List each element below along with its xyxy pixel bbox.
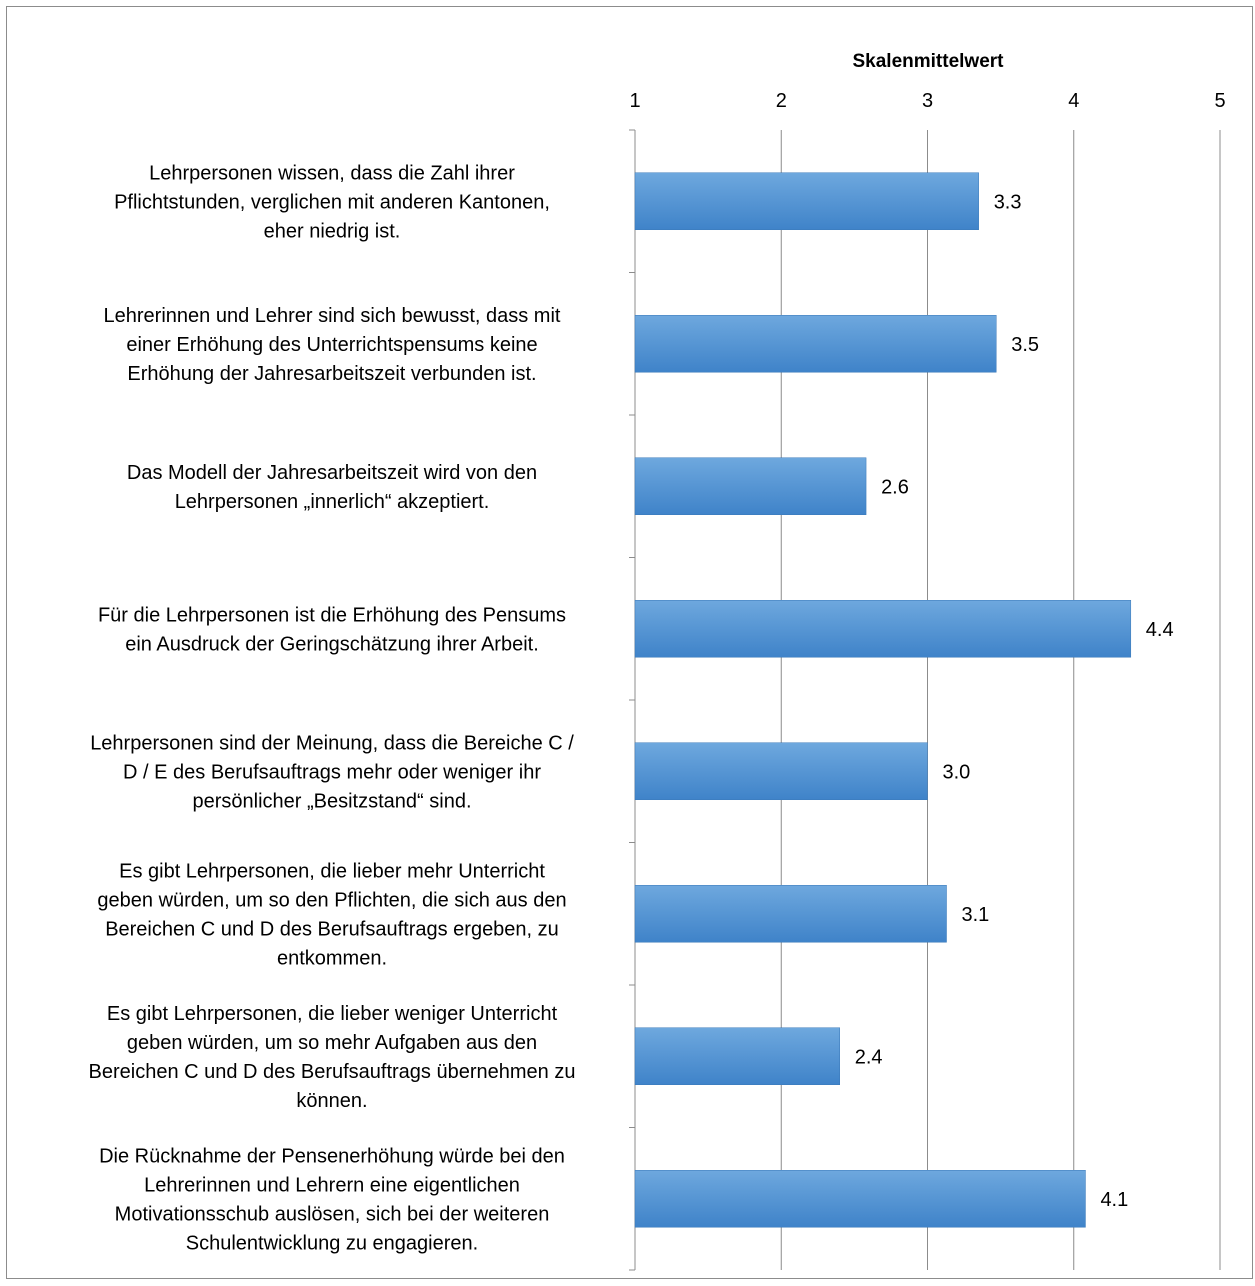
category-labels: Lehrpersonen wissen, dass die Zahl ihrer… [89,162,576,1254]
x-tick-label: 4 [1068,90,1079,112]
x-tick-label: 1 [629,90,640,112]
data-label: 3.5 [1011,334,1039,356]
bar [634,172,979,230]
data-label: 4.1 [1100,1189,1128,1211]
bars [634,172,1132,1228]
data-label: 2.4 [855,1046,883,1068]
x-tick-label: 5 [1214,90,1225,112]
bar [634,1027,840,1085]
data-label: 2.6 [881,476,909,498]
bar [634,457,867,515]
bar [634,885,947,943]
data-labels: 3.3 3.5 2.6 4.4 3.0 3.1 2.4 4.1 [855,191,1174,1211]
category-label: Das Modell der Jahresarbeitszeit wird vo… [127,462,537,513]
category-label: Lehrpersonen wissen, dass die Zahl ihrer… [114,162,550,242]
category-label: Lehrpersonen sind der Meinung, dass die … [90,732,574,812]
category-label: Die Rücknahme der Pensenerhöhung würde b… [99,1145,565,1254]
data-label: 3.3 [994,191,1022,213]
category-label: Es gibt Lehrpersonen, die lieber mehr Un… [97,860,566,969]
bar [634,742,928,800]
category-label: Es gibt Lehrpersonen, die lieber weniger… [89,1003,576,1112]
category-label: Für die Lehrpersonen ist die Erhöhung de… [98,604,566,655]
bar [634,315,997,373]
bar [634,1170,1086,1228]
data-label: 3.0 [943,761,971,783]
data-label: 3.1 [962,904,990,926]
x-axis-title: Skalenmittelwert [853,51,1005,72]
bar [634,600,1132,658]
x-tick-label: 3 [922,90,933,112]
x-tick-label: 2 [776,90,787,112]
x-tick-labels: 1 2 3 4 5 [629,90,1225,112]
data-label: 4.4 [1146,619,1174,641]
category-label: Lehrerinnen und Lehrer sind sich bewusst… [104,305,561,385]
